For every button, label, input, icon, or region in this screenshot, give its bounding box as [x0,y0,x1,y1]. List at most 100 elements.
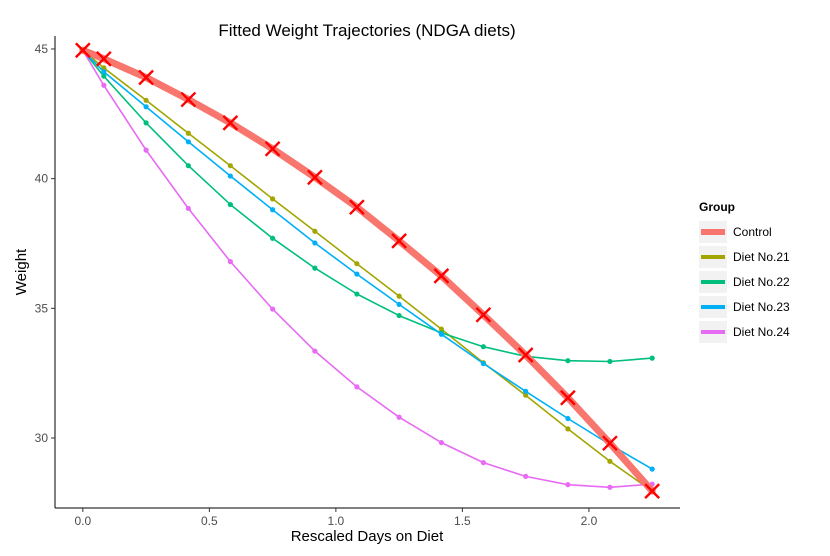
control-x-marker [180,91,197,108]
data-point-diet-no-22 [270,235,276,241]
legend-label: Diet No.23 [733,300,790,314]
control-x-marker [433,268,450,284]
series-diet-no-23 [80,47,655,472]
data-point-diet-no-23 [649,466,655,472]
data-point-diet-no-23 [396,301,402,308]
data-point-diet-no-21 [227,163,233,169]
data-point-diet-no-24 [270,306,276,312]
data-point-diet-no-24 [607,484,613,490]
data-point-diet-no-23 [354,271,360,277]
y-ticks: 30 35 40 45 [35,42,55,445]
series-line-diet-no-22 [82,49,654,363]
series-layer [74,42,661,499]
data-point-diet-no-21 [185,130,191,136]
data-point-diet-no-23 [185,139,191,145]
x-axis-title: Rescaled Days on Diet [291,528,444,545]
x-tick-label: 0.0 [74,514,91,528]
data-point-diet-no-23 [438,331,444,337]
series-diet-no-22 [80,47,655,365]
series-line-diet-no-23 [82,49,654,470]
data-point-diet-no-24 [396,414,402,420]
x-tick-label: 1.5 [454,514,471,528]
y-tick-label: 30 [35,431,49,445]
control-x-marker [644,483,661,499]
data-point-diet-no-23 [565,415,571,422]
x-tick-label: 1.0 [328,514,345,528]
data-point-diet-no-21 [607,458,613,464]
data-point-diet-no-23 [480,360,486,367]
data-point-diet-no-24 [354,384,360,390]
data-point-diet-no-22 [649,355,655,361]
data-point-diet-no-23 [143,104,149,110]
data-point-diet-no-24 [143,147,149,153]
legend-items: Control Diet No.21 Diet No.22 Diet No.23 Die… [699,221,790,343]
control-x-marker [475,306,492,323]
control-x-marker [138,69,154,86]
control-x-marker [602,435,618,452]
data-point-diet-no-21 [270,196,276,202]
legend-item-diet-no-22: Diet No.22 [699,271,790,293]
data-point-diet-no-21 [565,426,571,432]
plot-area: 0.0 0.5 1.0 1.5 2.0 30 35 40 45 [35,36,680,528]
legend-item-diet-no-23: Diet No.23 [699,296,790,318]
legend-label: Control [733,225,772,239]
data-point-diet-no-23 [523,388,529,394]
control-x-marker [560,389,576,406]
data-point-diet-no-21 [396,293,402,299]
data-point-diet-no-21 [438,326,444,332]
data-point-diet-no-22 [354,291,360,297]
chart-title: Fitted Weight Trajectories (NDGA diets) [218,21,515,40]
series-line-diet-no-21 [82,49,654,492]
control-x-marker [222,115,239,131]
control-x-marker [517,347,534,363]
data-point-diet-no-23 [312,240,318,246]
data-point-diet-no-24 [438,440,444,446]
legend-label: Diet No.24 [733,325,790,339]
series-diet-no-24 [80,47,655,490]
data-point-diet-no-22 [312,265,318,271]
control-x-marker [74,42,91,59]
data-point-diet-no-23 [227,173,233,179]
y-tick-label: 35 [35,301,49,315]
legend-item-control: Control [699,221,772,243]
legend-item-diet-no-24: Diet No.24 [699,321,790,343]
data-point-diet-no-21 [312,228,318,234]
series-diet-no-21 [80,47,655,494]
legend-label: Diet No.21 [733,250,790,264]
data-point-diet-no-24 [101,82,107,88]
y-tick-label: 45 [35,42,49,56]
data-point-diet-no-22 [227,201,233,208]
control-x-marker [349,199,365,216]
control-x-marker [307,169,323,186]
data-point-diet-no-22 [143,120,149,126]
data-point-diet-no-23 [101,69,107,75]
data-point-diet-no-23 [270,207,276,213]
data-point-diet-no-24 [312,348,318,354]
data-point-diet-no-22 [185,163,191,169]
control-x-marker [264,140,281,157]
data-point-diet-no-24 [523,473,529,479]
data-point-diet-no-24 [185,205,191,212]
series-line-diet-no-24 [82,49,654,489]
y-axis-title: Weight [13,248,30,295]
legend-title: Group [699,200,735,214]
y-tick-label: 40 [35,172,49,186]
data-point-diet-no-24 [480,460,486,466]
x-tick-label: 2.0 [581,514,598,528]
series-control [74,42,661,499]
data-point-diet-no-22 [480,344,486,350]
data-point-diet-no-22 [565,358,571,364]
data-point-diet-no-22 [607,358,613,365]
data-point-diet-no-21 [101,65,107,71]
control-x-marker [95,50,112,67]
data-point-diet-no-24 [565,482,571,488]
data-point-diet-no-22 [396,312,402,319]
legend-label: Diet No.22 [733,275,790,289]
data-point-diet-no-24 [227,259,233,265]
control-x-marker [391,233,407,249]
data-point-diet-no-21 [143,97,149,103]
data-point-diet-no-22 [101,73,107,79]
data-point-diet-no-21 [354,261,360,267]
data-point-diet-no-21 [523,392,529,398]
